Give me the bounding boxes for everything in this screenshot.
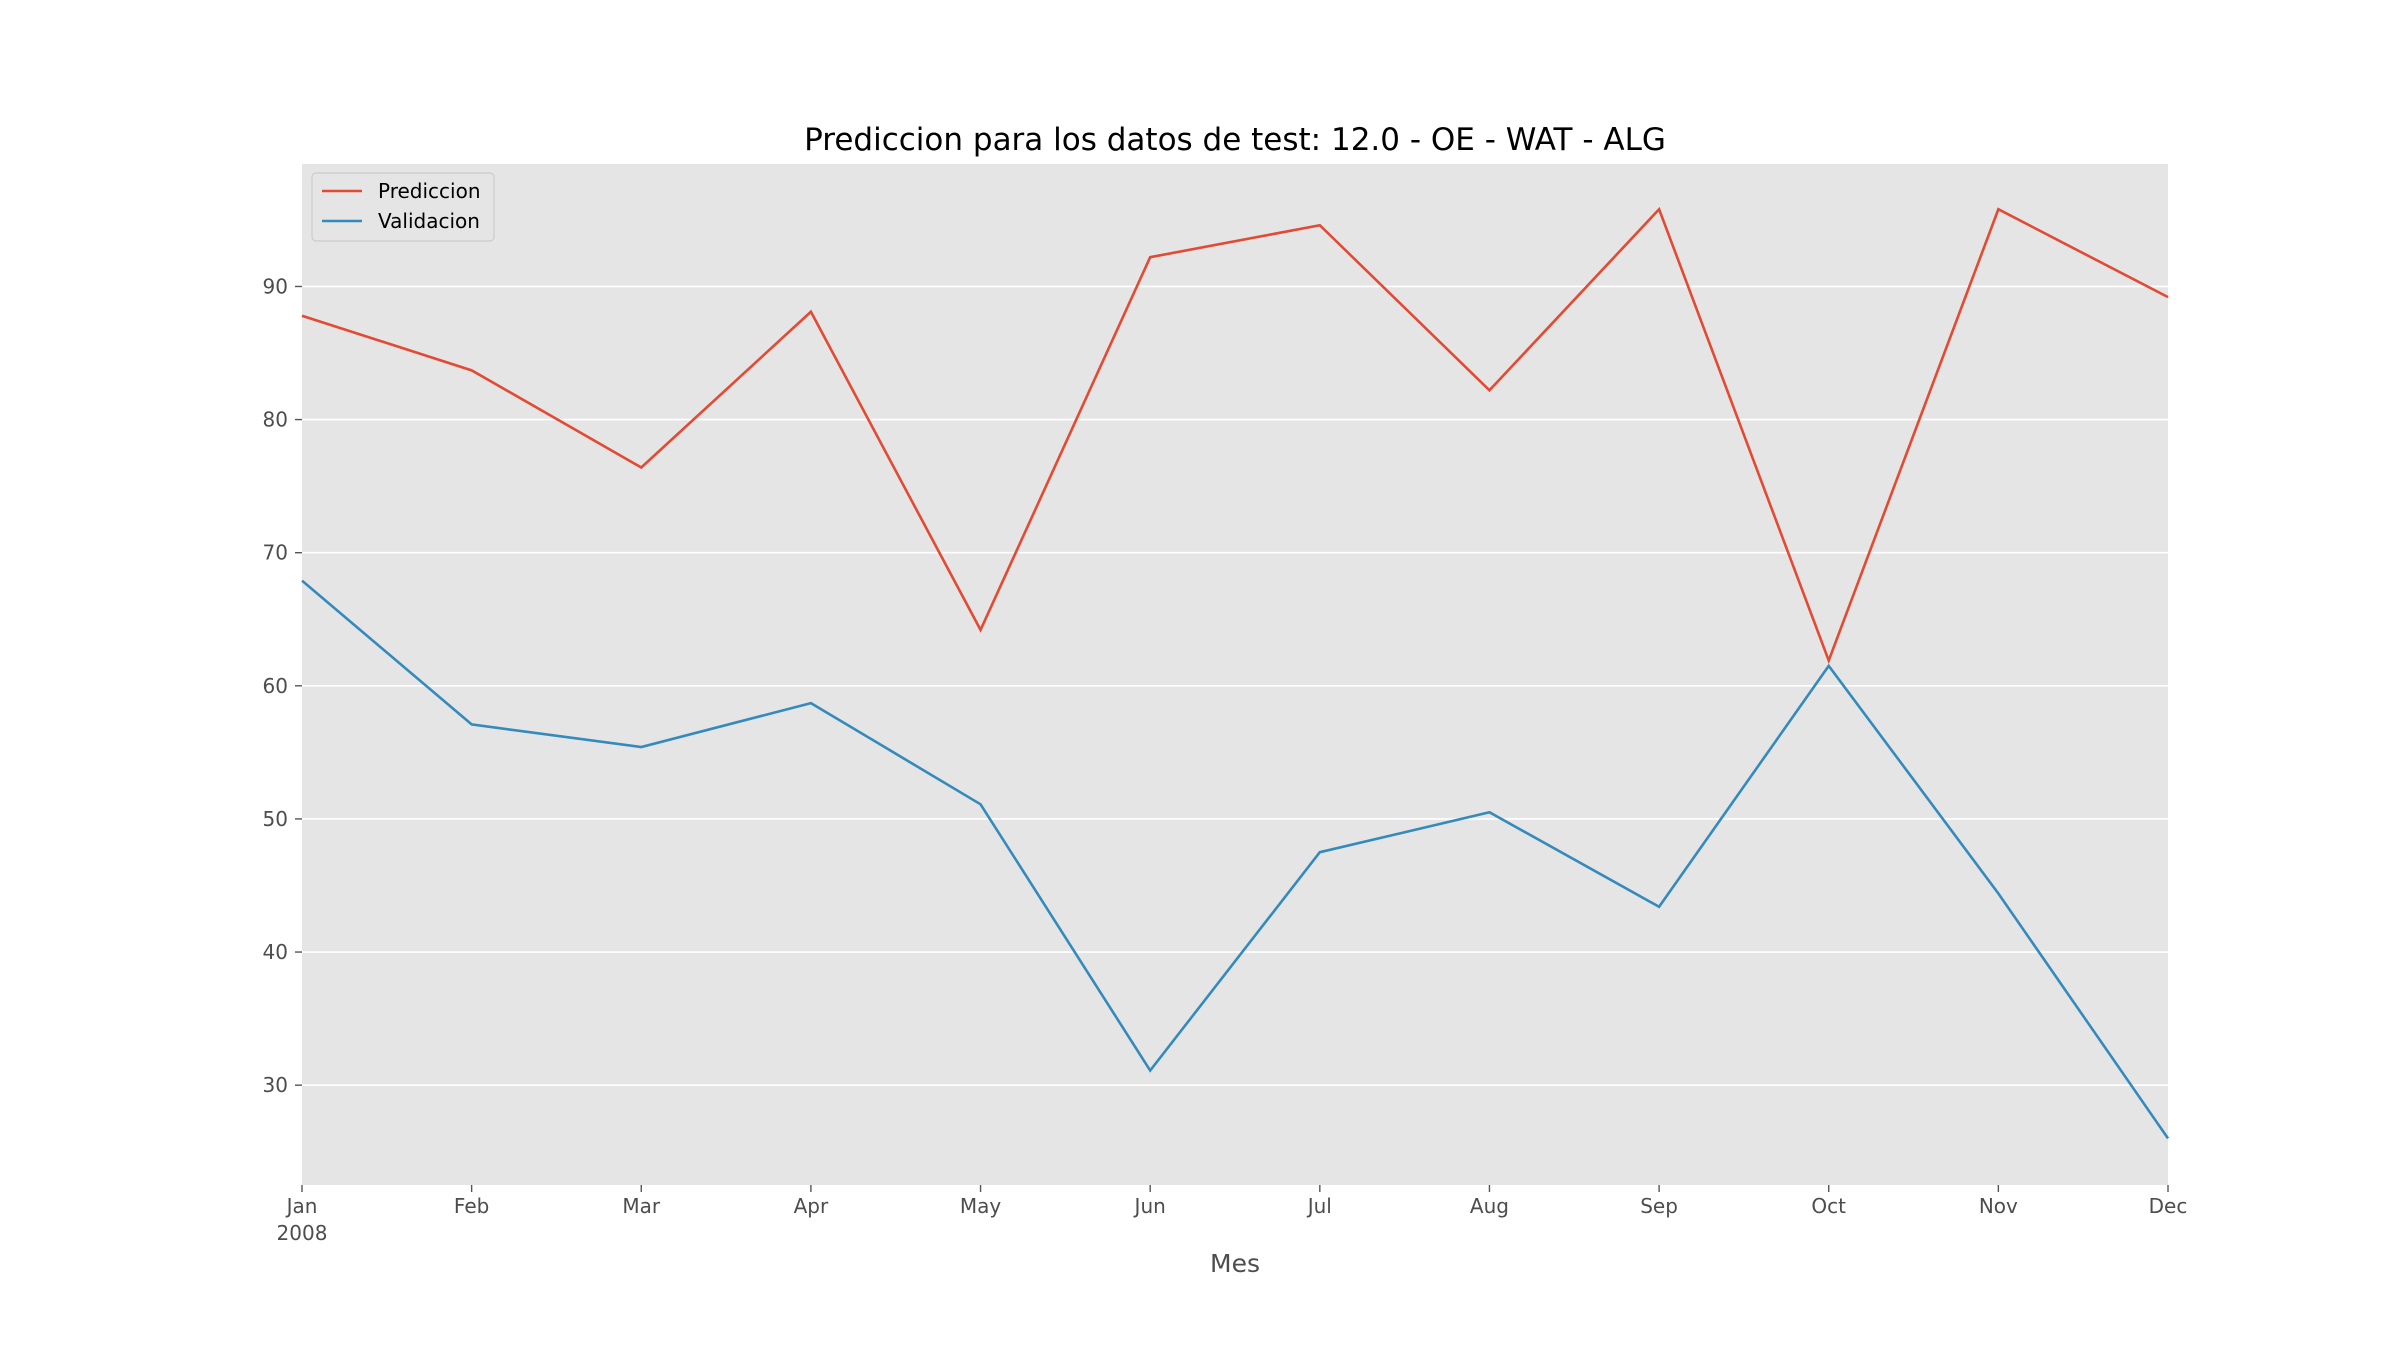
y-tick-label: 40 bbox=[263, 940, 288, 964]
y-tick-label: 90 bbox=[263, 274, 288, 298]
x-year-label: 2008 bbox=[277, 1221, 328, 1245]
y-tick-label: 30 bbox=[263, 1073, 288, 1097]
y-tick-label: 80 bbox=[263, 408, 288, 432]
y-tick-label: 60 bbox=[263, 674, 288, 698]
legend: Prediccion Validacion bbox=[312, 173, 494, 241]
x-tick-label: Nov bbox=[1979, 1194, 2018, 1218]
y-tick-label: 70 bbox=[263, 541, 288, 565]
x-tick-label: Jun bbox=[1133, 1194, 1166, 1218]
legend-label: Validacion bbox=[378, 209, 480, 233]
x-tick-label: Jul bbox=[1306, 1194, 1332, 1218]
y-tick-label: 50 bbox=[263, 807, 288, 831]
x-axis: Jan Feb Mar Apr May Jun Jul Aug Sep Oct Nov Dec 2008 bbox=[277, 1185, 2188, 1245]
plot-background bbox=[302, 164, 2168, 1185]
x-tick-label: Dec bbox=[2149, 1194, 2188, 1218]
x-tick-label: May bbox=[960, 1194, 1002, 1218]
x-tick-label: Sep bbox=[1640, 1194, 1678, 1218]
x-tick-label: Feb bbox=[454, 1194, 489, 1218]
chart-title: Prediccion para los datos de test: 12.0 … bbox=[804, 122, 1666, 158]
x-tick-label: Jan bbox=[285, 1194, 318, 1218]
x-tick-label: Aug bbox=[1470, 1194, 1509, 1218]
y-axis: 30 40 50 60 70 80 90 bbox=[263, 274, 302, 1097]
x-tick-label: Oct bbox=[1811, 1194, 1846, 1218]
legend-label: Prediccion bbox=[378, 179, 481, 203]
x-tick-label: Apr bbox=[794, 1194, 829, 1218]
x-tick-label: Mar bbox=[622, 1194, 661, 1218]
x-axis-label: Mes bbox=[1210, 1249, 1260, 1278]
